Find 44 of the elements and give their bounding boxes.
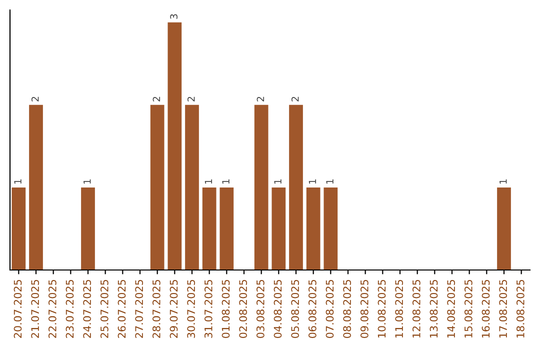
data-label: 2 — [31, 96, 39, 102]
x-tick-label: 11.08.2025 — [395, 280, 404, 338]
x-tick-label: 01.08.2025 — [222, 280, 230, 338]
x-tick-label: 06.08.2025 — [308, 280, 316, 338]
data-label: 1 — [500, 179, 507, 184]
data-label: 3 — [170, 14, 178, 19]
x-tick-label: 09.08.2025 — [360, 280, 368, 338]
x-tick-label: 31.07.2025 — [204, 280, 212, 338]
x-tick-label: 10.08.2025 — [378, 280, 386, 338]
x-tick-label: 04.08.2025 — [274, 280, 282, 338]
data-label: 1 — [84, 179, 91, 184]
x-tick-label: 20.07.2025 — [14, 280, 22, 338]
data-label: 2 — [187, 96, 195, 102]
x-tick-label: 18.08.2025 — [516, 280, 524, 338]
data-label: 1 — [222, 179, 230, 184]
x-tick-label: 28.07.2025 — [152, 280, 160, 338]
x-tick-label: 02.08.2025 — [239, 280, 248, 338]
x-tick-label: 30.07.2025 — [187, 280, 196, 338]
data-label: 2 — [291, 96, 299, 102]
x-tick-label: 08.08.2025 — [343, 280, 352, 338]
data-label: 1 — [14, 179, 22, 184]
x-tick-label: 15.08.2025 — [464, 280, 472, 338]
x-tick-label: 17.08.2025 — [499, 280, 508, 338]
data-label: 1 — [274, 179, 282, 184]
x-tick-label: 24.07.2025 — [83, 280, 92, 338]
x-tick-label: 21.07.2025 — [31, 280, 40, 338]
x-tick-label: 25.07.2025 — [100, 280, 108, 338]
x-tick-label: 12.08.2025 — [412, 280, 420, 338]
x-tick-label: 14.08.2025 — [447, 280, 456, 338]
x-tick-label: 13.08.2025 — [430, 280, 438, 338]
x-tick-label: 03.08.2025 — [256, 280, 264, 338]
data-label: 2 — [152, 96, 160, 102]
data-label: 1 — [326, 179, 334, 184]
x-tick-label: 07.08.2025 — [326, 280, 334, 338]
data-label: 1 — [308, 179, 316, 184]
x-tick-label: 26.07.2025 — [118, 280, 126, 338]
x-tick-label: 23.07.2025 — [66, 280, 74, 338]
x-tick-label: 22.07.2025 — [48, 280, 56, 338]
x-tick-label: 27.07.2025 — [135, 280, 144, 338]
x-tick-label: 16.08.2025 — [482, 280, 490, 338]
data-label: 2 — [256, 96, 264, 102]
x-tick-label: 05.08.2025 — [291, 280, 300, 338]
x-tick-label: 29.07.2025 — [170, 280, 178, 338]
data-label: 1 — [204, 179, 212, 184]
